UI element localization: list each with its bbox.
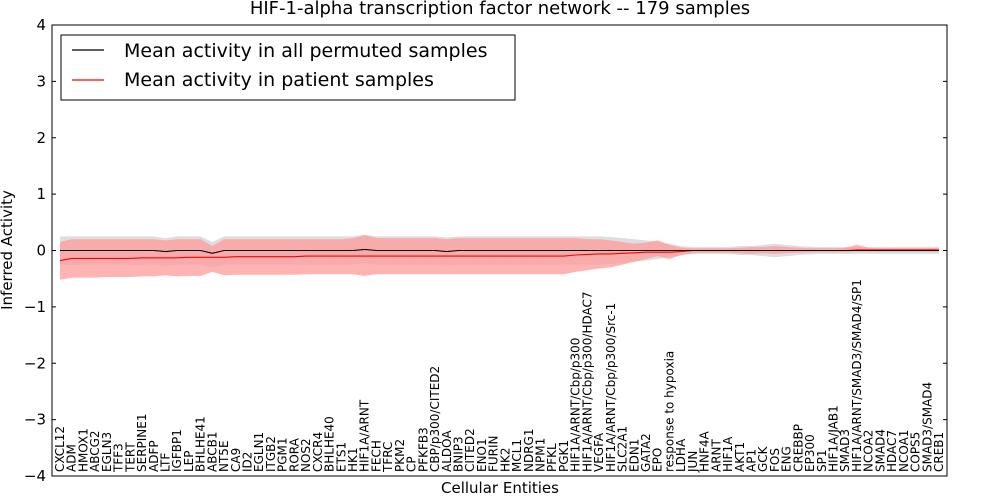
category-label: MCL1 (510, 439, 524, 472)
category-label: HIF1A/JAB1 (827, 405, 841, 472)
category-label: CXCL12 (53, 426, 67, 472)
category-label: NOS2 (299, 438, 313, 472)
legend-label-permuted: Mean activity in all permuted samples (124, 40, 487, 62)
category-label: CXCR4 (311, 432, 325, 472)
category-label: ABCB1 (205, 432, 219, 472)
category-label: PGM1 (276, 437, 290, 472)
category-label: SERPINE1 (135, 413, 149, 472)
category-label: ITGB2 (264, 436, 278, 472)
category-label: EPO (651, 448, 665, 472)
y-tick-label: −3 (24, 411, 46, 429)
category-label: VEGFA (592, 432, 606, 472)
y-tick-label: 3 (36, 72, 46, 90)
category-label: BNIP3 (452, 436, 466, 472)
category-label: NT5E (217, 440, 231, 472)
category-label: CBP/p300/CITED2 (428, 366, 442, 472)
category-label: TFRC (381, 442, 395, 473)
y-axis-title: Inferred Activity (0, 190, 16, 310)
category-label: HIF1A (721, 436, 735, 472)
category-label: ADFP (147, 440, 161, 472)
category-label: response to hypoxia (662, 351, 676, 472)
category-label: SLC2A1 (616, 426, 630, 472)
category-label: HIF1A/ARNT/Cbp/p300/HDAC7 (580, 291, 594, 472)
y-tick-label: 0 (36, 242, 46, 260)
category-label: CP (405, 456, 419, 472)
band-patient (60, 235, 939, 280)
category-label: FOS (768, 448, 782, 472)
chart-title: HIF-1-alpha transcription factor network… (250, 0, 750, 19)
category-label: BHLHE41 (194, 416, 208, 472)
category-label: NCOA1 (897, 430, 911, 472)
category-label: HK2 (498, 447, 512, 472)
y-tick-label: −4 (24, 467, 46, 485)
legend: Mean activity in all permuted samples Me… (60, 34, 516, 101)
category-label: EGLN3 (100, 432, 114, 472)
category-label: CREBBP (791, 424, 805, 472)
category-label: HIF1A/ARNT (358, 399, 372, 472)
category-label: SMAD3 (838, 429, 852, 472)
category-label: PFKFB3 (416, 427, 430, 472)
plot-frame (51, 24, 948, 477)
category-label: ALDOA (440, 430, 454, 472)
y-tick-label: 4 (36, 16, 46, 34)
category-label: LEP (182, 450, 196, 472)
category-label: SMAD3/SMAD4 (920, 382, 934, 472)
category-label: PGK1 (557, 440, 571, 472)
x-axis-title: Cellular Entities (441, 479, 559, 497)
category-label: BHLHE40 (323, 416, 337, 472)
category-label: HIF1A/ARNT/SMAD3/SMAD4/SP1 (850, 279, 864, 472)
category-label: LTF (159, 453, 173, 472)
category-label: ENG (780, 446, 794, 472)
legend-label-patient: Mean activity in patient samples (124, 69, 434, 91)
category-label: HIF1A/ARNT/Cbp/p300 (569, 338, 583, 472)
category-label: SP1 (815, 450, 829, 473)
category-label: HK1 (346, 447, 360, 472)
legend-box (60, 34, 516, 101)
category-labels: CXCL12ADMHMOX1ABCG2EGLN3TFF3TERTSERPINE1… (53, 279, 946, 473)
category-label: NDRG1 (522, 429, 536, 473)
category-label: ID2 (241, 452, 255, 472)
category-label: TFF3 (112, 443, 126, 473)
category-label: AP1 (745, 449, 759, 472)
category-label: ENO1 (475, 438, 489, 472)
category-label: NCOA2 (862, 430, 876, 472)
category-label: CA9 (229, 448, 243, 472)
category-label: PFKL (545, 443, 559, 472)
y-tick-label: −2 (24, 354, 46, 372)
category-label: ADM (65, 444, 79, 472)
line-permuted (60, 248, 939, 254)
category-label: CITED2 (463, 428, 477, 472)
category-label: RORA (287, 437, 301, 472)
category-label: CREB1 (932, 432, 946, 472)
category-label: HMOX1 (76, 428, 90, 472)
series-lines (59, 248, 939, 262)
category-label: HIF1A/ARNT/Cbp/p300/Src-1 (604, 303, 618, 472)
category-label: NPM1 (534, 438, 548, 472)
category-label: PKM2 (393, 439, 407, 472)
category-label: FECH (369, 440, 383, 472)
category-label: GCK (756, 445, 770, 472)
y-tick-label: −1 (24, 298, 46, 316)
category-label: SMAD4 (873, 429, 887, 472)
y-axis-ticks: −4 −3 −2 −1 0 1 2 3 4 (24, 16, 947, 485)
category-label: EP300 (803, 434, 817, 472)
category-label: HNF4A (698, 430, 712, 472)
category-label: TERT (123, 442, 137, 473)
y-tick-label: 1 (36, 185, 46, 203)
category-label: JUN (686, 451, 700, 473)
category-label: GATA2 (639, 433, 653, 472)
y-tick-label: 2 (36, 129, 46, 147)
category-label: IGFBP1 (170, 429, 184, 472)
category-label: ARNT (709, 438, 723, 472)
category-label: EGLN1 (252, 432, 266, 472)
category-label: EDN1 (627, 439, 641, 472)
category-label: LDHA (674, 438, 688, 472)
category-label: ETS1 (334, 442, 348, 472)
category-label: HDAC7 (885, 430, 899, 472)
category-label: COPS5 (909, 432, 923, 472)
category-label: FURIN (487, 435, 501, 472)
category-label: ABCG2 (88, 430, 102, 472)
category-label: AKT1 (733, 442, 747, 472)
